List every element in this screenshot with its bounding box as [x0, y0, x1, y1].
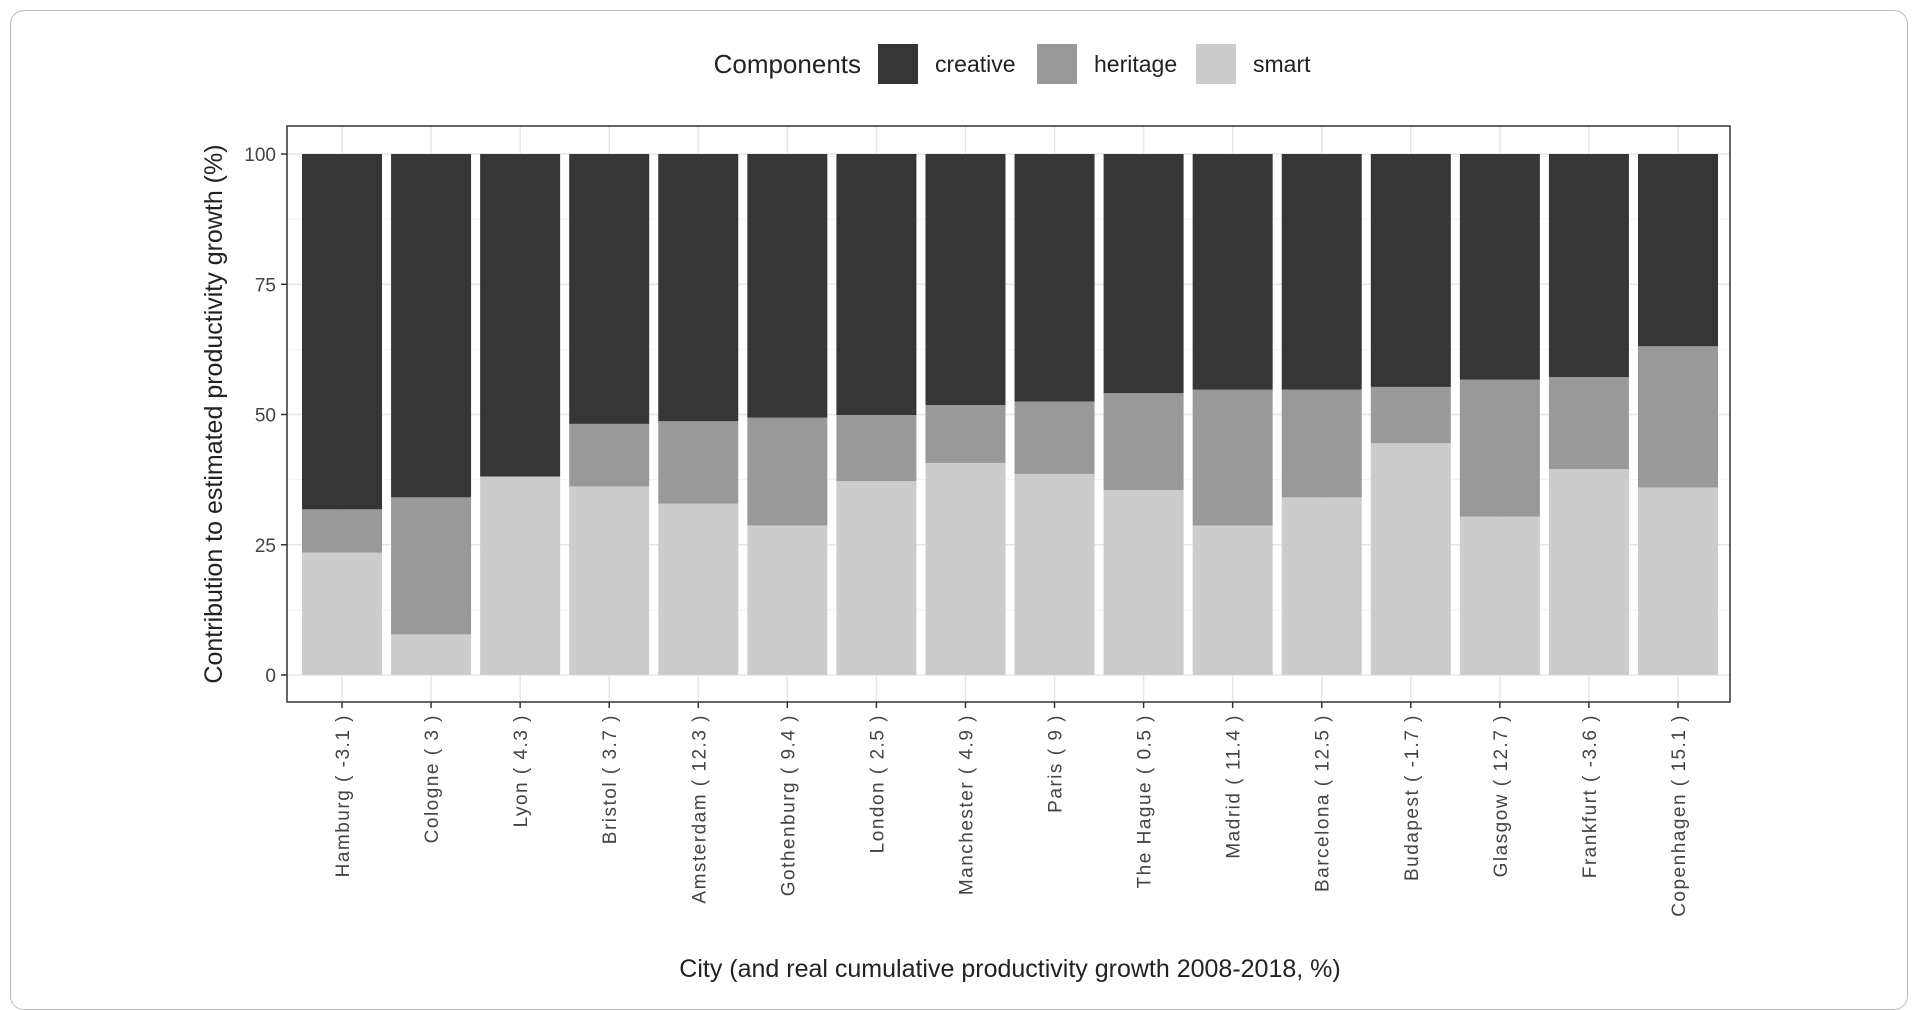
x-axis-title: City (and real cumulative productivity g… — [679, 955, 1340, 983]
x-axis: Hamburg ( -3.1 ) Cologne ( 3 ) Lyon ( 4.3 … — [333, 702, 1690, 917]
x-tick-label: Hamburg ( -3.1 ) — [333, 714, 354, 877]
bar-creative — [1014, 154, 1095, 402]
bar-smart — [1638, 487, 1718, 675]
bar-smart — [658, 503, 739, 675]
legend-label-heritage: heritage — [1094, 51, 1177, 77]
x-tick-label: The Hague ( 0.5 ) — [1135, 714, 1156, 888]
bar-smart — [1014, 473, 1095, 675]
y-axis: 0 25 50 75 100 — [244, 145, 287, 687]
x-tick-label: Bristol ( 3.7 ) — [600, 714, 621, 844]
bar-creative — [391, 154, 472, 498]
bar-creative — [836, 154, 917, 416]
bar-creative — [1103, 154, 1184, 394]
bar-smart — [302, 552, 382, 675]
x-tick-label: Barcelona ( 12.5 ) — [1313, 714, 1334, 892]
bar-smart — [836, 481, 917, 675]
bar-heritage — [1548, 376, 1629, 470]
bar-smart — [1370, 443, 1451, 675]
x-tick-label: Manchester ( 4.9 ) — [956, 714, 977, 895]
legend-key-creative — [878, 44, 918, 84]
bar-smart — [480, 476, 561, 675]
x-tick-label: Paris ( 9 ) — [1046, 714, 1067, 813]
bar-heritage — [569, 423, 650, 487]
x-tick-label: Lyon ( 4.3 ) — [511, 714, 532, 827]
bar-heritage — [1370, 386, 1451, 444]
bar-smart — [1459, 516, 1540, 675]
legend-label-creative: creative — [935, 51, 1016, 77]
legend-label-smart: smart — [1253, 51, 1311, 77]
x-tick-label: Copenhagen ( 15.1 ) — [1669, 714, 1690, 917]
bar-creative — [1281, 154, 1362, 390]
legend-key-smart — [1196, 44, 1236, 84]
bar-creative — [1459, 154, 1540, 380]
x-tick-label: Glasgow ( 12.7 ) — [1491, 714, 1512, 877]
bar-heritage — [836, 415, 917, 482]
bar-creative — [302, 154, 382, 510]
bar-smart — [1103, 490, 1184, 675]
bar-heritage — [1459, 379, 1540, 517]
x-tick-label: Amsterdam ( 12.3 ) — [689, 714, 710, 904]
bar-heritage — [1281, 389, 1362, 498]
bars — [302, 154, 1718, 675]
bar-heritage — [747, 417, 828, 526]
bar-heritage — [391, 497, 472, 635]
bar-smart — [391, 634, 472, 675]
bar-heritage — [925, 405, 1006, 463]
bar-heritage — [302, 509, 382, 553]
bar-creative — [747, 154, 828, 418]
y-tick-label: 75 — [255, 275, 276, 296]
bar-creative — [1638, 154, 1718, 347]
bar-heritage — [1014, 401, 1095, 474]
bar-heritage — [1192, 389, 1273, 526]
bar-heritage — [1638, 346, 1718, 488]
bar-heritage — [1103, 393, 1184, 491]
x-tick-label: Frankfurt ( -3.6 ) — [1580, 714, 1601, 878]
y-tick-label: 100 — [244, 145, 276, 166]
bar-creative — [1548, 154, 1629, 377]
bar-creative — [480, 154, 561, 477]
bar-smart — [1192, 525, 1273, 675]
legend: Components creative heritage smart — [714, 44, 1311, 84]
bar-creative — [1370, 154, 1451, 387]
y-tick-label: 50 — [255, 406, 276, 427]
bar-smart — [925, 462, 1006, 675]
x-tick-label: Gothenburg ( 9.4 ) — [778, 714, 799, 896]
y-tick-label: 0 — [265, 666, 276, 687]
bar-smart — [569, 486, 650, 675]
bar-creative — [1192, 154, 1273, 390]
x-tick-label: Budapest ( -1.7 ) — [1402, 714, 1423, 881]
bar-creative — [925, 154, 1006, 406]
bar-creative — [569, 154, 650, 424]
bar-smart — [747, 525, 828, 675]
x-tick-label: Cologne ( 3 ) — [422, 714, 443, 843]
x-tick-label: Madrid ( 11.4 ) — [1224, 714, 1245, 859]
bar-heritage — [658, 421, 739, 504]
bar-creative — [658, 154, 739, 422]
legend-title: Components — [714, 49, 861, 79]
x-tick-label: London ( 2.5 ) — [867, 714, 888, 853]
bar-smart — [1548, 469, 1629, 675]
legend-key-heritage — [1037, 44, 1077, 84]
y-axis-title: Contribution to estimated productivity g… — [200, 144, 228, 683]
y-tick-label: 25 — [255, 536, 276, 557]
bar-smart — [1281, 497, 1362, 675]
